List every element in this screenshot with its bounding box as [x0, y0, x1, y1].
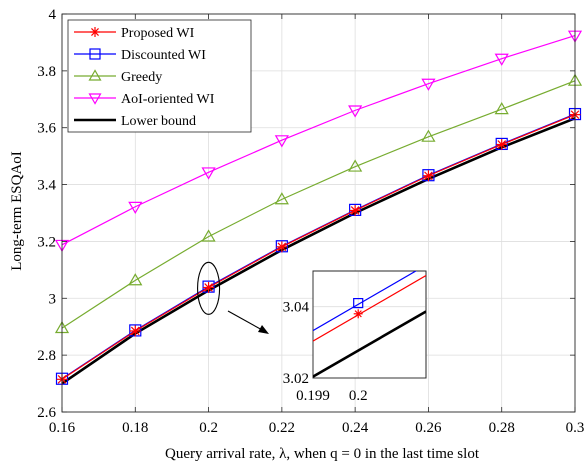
series-lower-bound — [61, 117, 576, 385]
series-group — [54, 30, 583, 385]
legend-label: Discounted WI — [121, 48, 206, 63]
inset-y-tick-label: 3.04 — [283, 300, 310, 316]
zoom-callout — [197, 261, 269, 334]
legend-label: Greedy — [121, 70, 162, 85]
y-tick-label: 3 — [49, 291, 57, 307]
series-line — [61, 114, 576, 380]
y-tick-label: 3.6 — [37, 121, 56, 137]
inset-x-tick-label: 0.2 — [349, 388, 368, 404]
data-point — [201, 229, 216, 242]
data-point — [128, 273, 143, 286]
data-point — [274, 135, 289, 148]
legend-marker — [90, 27, 100, 37]
y-tick-label: 3.4 — [37, 178, 56, 194]
data-point — [201, 167, 216, 180]
data-point — [494, 53, 509, 66]
x-tick-label: 0.2 — [199, 420, 218, 436]
data-point — [421, 78, 436, 91]
legend-marker — [88, 93, 102, 105]
y-tick-label: 2.6 — [37, 405, 56, 421]
inset-frame — [312, 270, 427, 379]
inset-x-tick-label: 0.199 — [296, 388, 330, 404]
legend: Proposed WI Discounted WI Greedy AoI-orient… — [67, 19, 252, 133]
zoom-arrow-head — [258, 325, 269, 334]
data-point — [421, 129, 436, 142]
y-tick-label: 3.8 — [37, 64, 56, 80]
legend-label: Proposed WI — [121, 26, 195, 41]
plot-frame — [61, 13, 576, 413]
inset-series — [313, 271, 426, 378]
x-axis-label: Query arrival rate, λ, when q = 0 in the… — [165, 446, 480, 462]
inset-line — [313, 271, 418, 332]
data-point — [128, 201, 143, 214]
inset-chart: 0.199 0.2 3.02 3.04 — [283, 270, 427, 404]
x-tick-label: 0.3 — [566, 420, 585, 436]
y-tick-label: 3.2 — [37, 234, 56, 250]
data-point — [494, 101, 509, 115]
data-point — [203, 281, 215, 293]
x-tick-label: 0.26 — [415, 420, 442, 436]
data-point — [348, 159, 363, 172]
zoom-ellipse — [197, 261, 221, 315]
x-tick-label: 0.18 — [122, 420, 148, 436]
legend-label: Lower bound — [121, 114, 196, 129]
x-tick-label: 0.22 — [269, 420, 295, 436]
y-tick-label: 2.8 — [37, 348, 56, 364]
series-line — [61, 35, 576, 246]
x-tick-label: 0.16 — [49, 420, 76, 436]
data-point — [348, 105, 363, 118]
grid-lines — [62, 14, 575, 412]
x-tick-label: 0.24 — [342, 420, 369, 436]
data-point — [349, 204, 361, 216]
x-tick-label: 0.28 — [489, 420, 515, 436]
y-axis-label: Long-term ESQAoI — [9, 151, 25, 271]
data-point — [129, 325, 141, 337]
y-tick-label: 4 — [49, 7, 57, 23]
inset-point — [353, 298, 364, 309]
data-point — [274, 192, 289, 205]
tick-labels: 0.16 0.18 0.2 0.22 0.24 0.26 0.28 0.32.62.833.2… — [37, 7, 584, 436]
legend-marker — [89, 48, 101, 60]
series-proposed-wi — [56, 109, 581, 385]
inset-line — [313, 310, 426, 378]
data-point — [496, 138, 508, 150]
series-line — [61, 80, 576, 329]
inset-border — [312, 270, 427, 379]
axes — [61, 13, 576, 413]
inset-point — [353, 309, 363, 319]
legend-label: AoI-oriented WI — [121, 92, 215, 107]
inset-line — [313, 275, 426, 342]
legend-marker — [88, 69, 102, 81]
data-point — [276, 241, 288, 253]
data-point — [422, 170, 434, 182]
series-line — [61, 117, 576, 385]
inset-y-tick-label: 3.02 — [283, 371, 309, 387]
zoom-arrow-line — [227, 310, 265, 332]
